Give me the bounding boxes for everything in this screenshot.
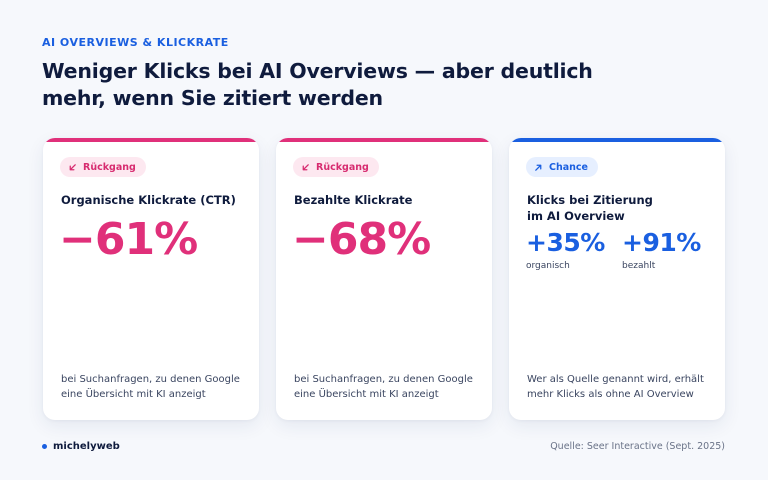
stat-value: +35% (526, 228, 605, 257)
status-badge: Rückgang (60, 157, 146, 177)
arrow-down-left-icon (69, 163, 76, 170)
stat-label: bezahlt (622, 261, 656, 271)
badge-label: Rückgang (316, 161, 369, 173)
page-title: Weniger Klicks bei AI Overviews — aber d… (42, 59, 593, 110)
stat-value: +91% (622, 228, 701, 257)
card-paid-ctr: Rückgang Bezahlte Klickrate −68% bei Suc… (276, 138, 492, 420)
eyebrow-label: AI OVERVIEWS & KLICKRATE (42, 36, 229, 49)
status-badge: Rückgang (293, 157, 379, 177)
stat-label: organisch (526, 261, 570, 271)
card-organic-ctr: Rückgang Organische Klickrate (CTR) −61%… (43, 138, 259, 420)
card-citation-clicks: Chance Klicks bei Zitierung im AI Overvi… (509, 138, 725, 420)
badge-label: Rückgang (83, 161, 136, 173)
status-badge: Chance (526, 157, 598, 177)
card-accent-bar (43, 138, 259, 142)
brand-name: michelyweb (53, 441, 120, 452)
stat-paid: +91% bezahlt (622, 228, 701, 271)
card-title: Bezahlte Klickrate (294, 193, 413, 207)
arrow-down-left-icon (302, 163, 309, 170)
arrow-up-right-icon (535, 164, 542, 171)
card-description: bei Suchanfragen, zu denen Google eine Ü… (294, 374, 473, 400)
card-accent-bar (509, 138, 725, 142)
brand-logo: michelyweb (42, 441, 120, 452)
metric-value: −61% (59, 214, 198, 265)
card-description: Wer als Quelle genannt wird, erhält mehr… (527, 374, 704, 400)
card-title: Organische Klickrate (CTR) (61, 193, 236, 207)
metric-value: −68% (292, 214, 431, 265)
badge-label: Chance (549, 161, 588, 173)
card-description: bei Suchanfragen, zu denen Google eine Ü… (61, 374, 240, 400)
source-note: Quelle: Seer Interactive (Sept. 2025) (550, 441, 725, 452)
card-accent-bar (276, 138, 492, 142)
stat-organic: +35% organisch (526, 228, 605, 271)
card-title: Klicks bei Zitierung im AI Overview (527, 193, 653, 223)
brand-dot-icon (42, 444, 47, 449)
